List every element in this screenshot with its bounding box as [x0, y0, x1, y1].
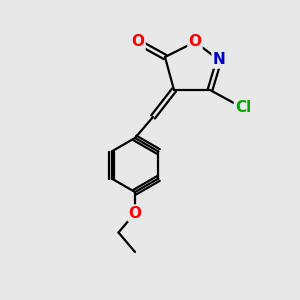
Text: Cl: Cl — [235, 100, 251, 116]
Text: O: O — [128, 206, 142, 220]
Text: N: N — [213, 52, 225, 68]
Text: O: O — [131, 34, 145, 50]
Text: O: O — [188, 34, 202, 50]
